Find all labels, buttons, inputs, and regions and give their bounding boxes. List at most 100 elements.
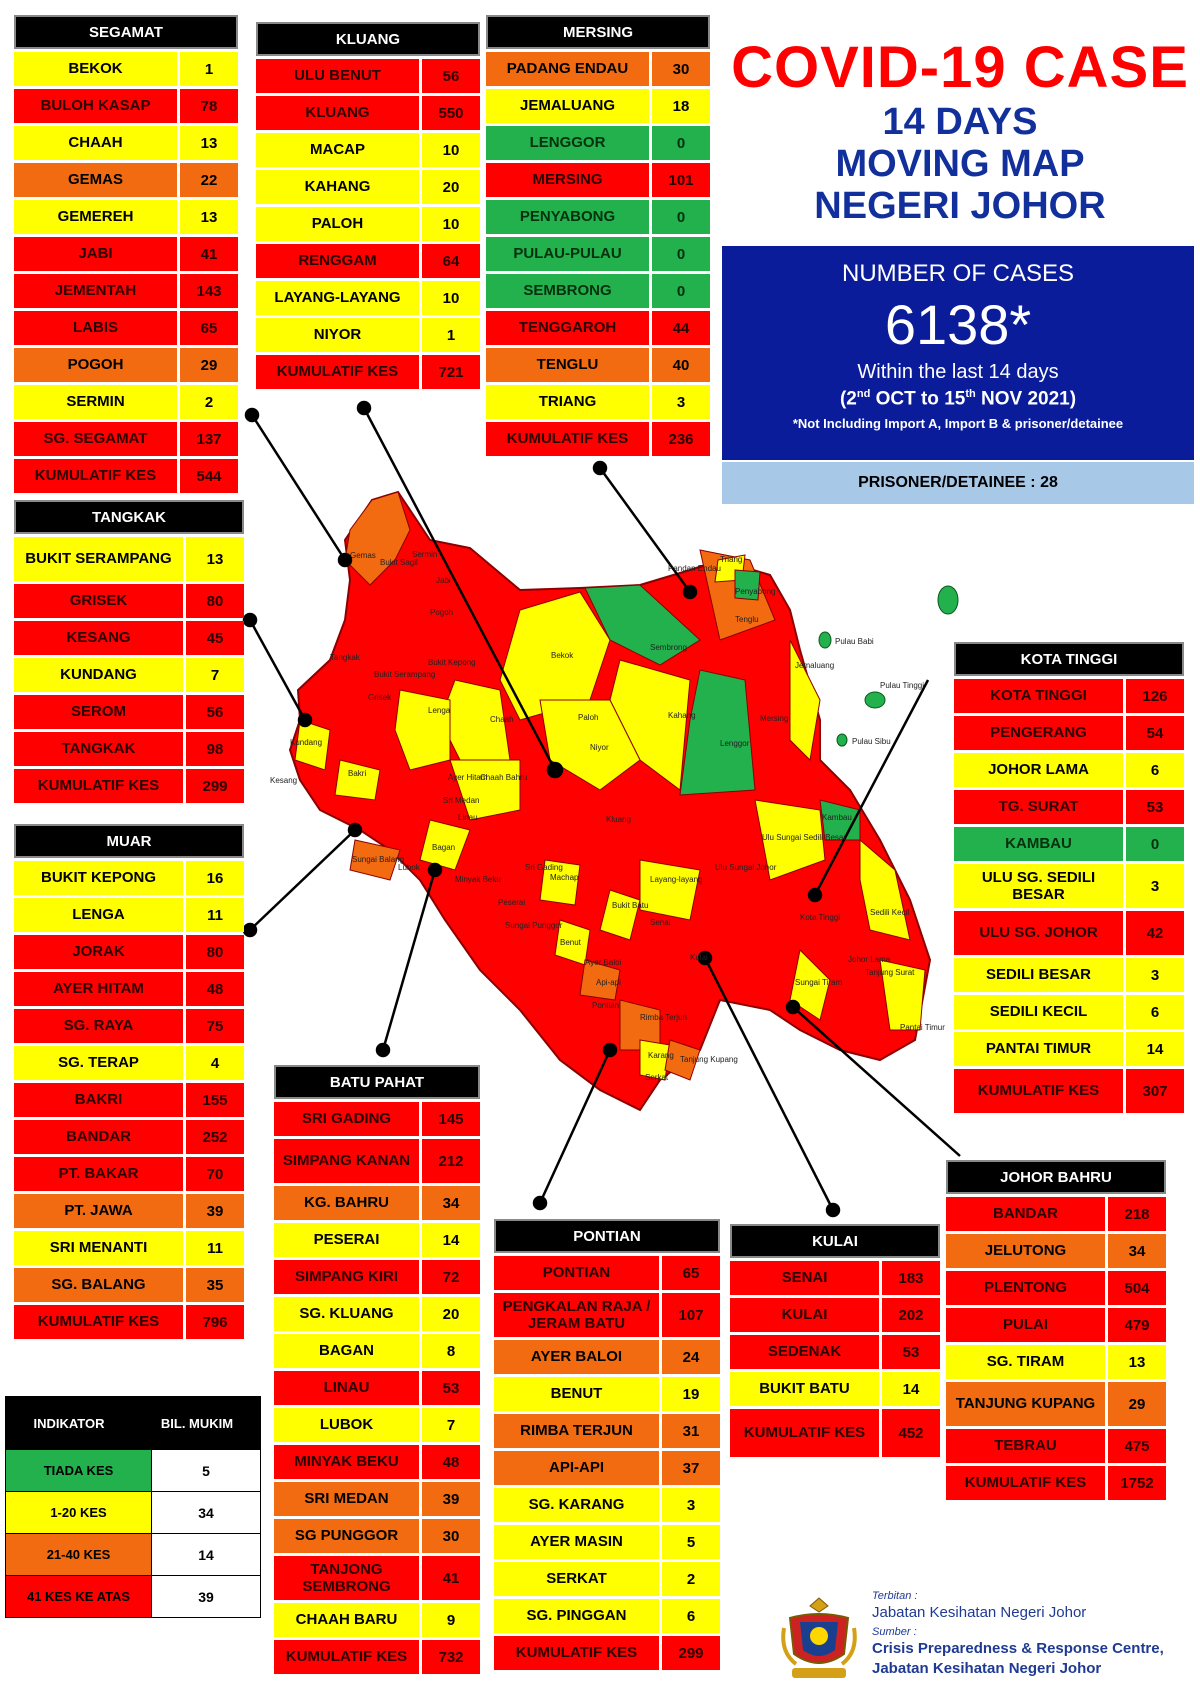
map-island-sibu [836, 733, 848, 747]
mukim-row: SG. TERAP 4 [14, 1046, 244, 1080]
svg-text:Pandan Endau: Pandan Endau [668, 564, 721, 573]
mukim-case-count: 1 [180, 52, 238, 86]
district-total-row: KUMULATIF KES 544 [14, 459, 238, 493]
mukim-case-count: 14 [1126, 1032, 1184, 1066]
mukim-row: PLENTONG 504 [946, 1271, 1166, 1305]
mukim-name: BAGAN [274, 1334, 419, 1368]
mukim-name: TENGLU [486, 348, 649, 382]
mukim-name: BULOH KASAP [14, 89, 177, 123]
mukim-row: SG. BALANG 35 [14, 1268, 244, 1302]
pointer-kulai [703, 957, 835, 1211]
mukim-case-count: 53 [422, 1371, 480, 1405]
svg-text:Mersing: Mersing [760, 714, 788, 723]
map-region-sungai-balang [349, 839, 401, 881]
mukim-row: PT. BAKAR 70 [14, 1157, 244, 1191]
mukim-name: LINAU [274, 1371, 419, 1405]
svg-text:Sungai Balang: Sungai Balang [352, 855, 404, 864]
mukim-name: AYER HITAM [14, 972, 183, 1006]
svg-text:Kesang: Kesang [270, 776, 297, 785]
svg-text:Ayer Hitam: Ayer Hitam [448, 773, 488, 782]
footer-source-line-1: Crisis Preparedness & Response Centre, [872, 1640, 1164, 1657]
mukim-case-count: 2 [180, 385, 238, 419]
mukim-case-count: 126 [1126, 679, 1184, 713]
table-kota-tinggi: KOTA TINGGI KOTA TINGGI 126 PENGERANG 54 JOHO… [954, 642, 1184, 1113]
mukim-name: SEDILI KECIL [954, 995, 1123, 1029]
mukim-case-count: 183 [882, 1261, 940, 1295]
mukim-case-count: 13 [180, 200, 238, 234]
indicator-label: 1-20 KES [6, 1492, 151, 1533]
mukim-name: TANGKAK [14, 732, 183, 766]
svg-text:Kambau: Kambau [822, 813, 852, 822]
mukim-name: PULAI [946, 1308, 1105, 1342]
mukim-name: SG. TIRAM [946, 1345, 1105, 1379]
mukim-name: PENGERANG [954, 716, 1123, 750]
map-region-chaah [439, 679, 511, 761]
mukim-case-count: 2 [662, 1562, 720, 1596]
mukim-name: TANJUNG KUPANG [946, 1382, 1105, 1426]
map-region-mersing-coast [699, 549, 776, 641]
svg-text:Lenggor: Lenggor [720, 739, 750, 748]
mukim-case-count: 4 [186, 1046, 244, 1080]
mukim-case-count: 45 [186, 621, 244, 655]
footer: Terbitan : Jabatan Kesihatan Negeri Joho… [780, 1588, 1200, 1688]
mukim-row: PENGERANG 54 [954, 716, 1184, 750]
mukim-row: ULU SG. JOHOR 42 [954, 911, 1184, 955]
mukim-name: TEBRAU [946, 1429, 1105, 1463]
mukim-row: POGOH 29 [14, 348, 238, 382]
mukim-row: SEDILI KECIL 6 [954, 995, 1184, 1029]
mukim-case-count: 3 [1126, 864, 1184, 908]
pointer-segamat [250, 414, 347, 561]
mukim-name: KAHANG [256, 170, 419, 204]
mukim-case-count: 31 [662, 1414, 720, 1448]
mukim-case-count: 41 [180, 237, 238, 271]
svg-text:Bakri: Bakri [348, 769, 366, 778]
mukim-case-count: 44 [652, 311, 710, 345]
mukim-name: SG. TERAP [14, 1046, 183, 1080]
svg-text:Layang-layang: Layang-layang [650, 875, 702, 884]
district-header: SEGAMAT [14, 15, 238, 49]
mukim-name: KUMULATIF KES [256, 355, 419, 389]
mukim-name: KOTA TINGGI [954, 679, 1123, 713]
mukim-case-count: 22 [180, 163, 238, 197]
mukim-row: LENGA 11 [14, 898, 244, 932]
mukim-case-count: 544 [180, 459, 238, 493]
table-muar: MUAR BUKIT KEPONG 16 LENGA 11 JORAK 80 AYER HIT… [14, 824, 244, 1339]
title-block: COVID-19 CASE 14 DAYS MOVING MAP NEGERI … [720, 34, 1200, 227]
prisoner-count: PRISONER/DETAINEE : 28 [722, 462, 1194, 504]
mukim-name: KESANG [14, 621, 183, 655]
mukim-name: SG. PINGGAN [494, 1599, 659, 1633]
mukim-case-count: 30 [652, 52, 710, 86]
svg-text:Niyor: Niyor [590, 743, 609, 752]
mukim-case-count: 53 [882, 1335, 940, 1369]
svg-text:Tangkak: Tangkak [330, 653, 361, 662]
mukim-case-count: 1752 [1108, 1466, 1166, 1500]
mukim-row: BUKIT SERAMPANG 13 [14, 537, 244, 581]
mukim-name: LENGGOR [486, 126, 649, 160]
mukim-name: ULU BENUT [256, 59, 419, 93]
map-region-machap [539, 859, 581, 906]
mukim-case-count: 37 [662, 1451, 720, 1485]
map-island-tinggi [864, 691, 886, 709]
indicator-row: 1-20 KES 34 [5, 1492, 261, 1534]
mukim-case-count: 65 [180, 311, 238, 345]
svg-text:Ulu Sungai Sedili Besar: Ulu Sungai Sedili Besar [762, 833, 846, 842]
mukim-name: RENGGAM [256, 244, 419, 278]
mukim-case-count: 98 [186, 732, 244, 766]
mukim-case-count: 34 [422, 1186, 480, 1220]
mukim-name: PANTAI TIMUR [954, 1032, 1123, 1066]
mukim-row: PADANG ENDAU 30 [486, 52, 710, 86]
mukim-name: PT. BAKAR [14, 1157, 183, 1191]
mukim-name: SERKAT [494, 1562, 659, 1596]
svg-text:Kota Tinggi: Kota Tinggi [800, 913, 840, 922]
mukim-name: PT. JAWA [14, 1194, 183, 1228]
mukim-row: BAGAN 8 [274, 1334, 480, 1368]
mukim-name: PALOH [256, 207, 419, 241]
mukim-name: JOHOR LAMA [954, 753, 1123, 787]
map-region-chaah-bahru [449, 759, 521, 821]
table-mersing: MERSING PADANG ENDAU 30 JEMALUANG 18 LENGGOR 0… [486, 15, 710, 456]
mukim-row: SIMPANG KIRI 72 [274, 1260, 480, 1294]
mukim-name: AYER MASIN [494, 1525, 659, 1559]
indicator-row: TIADA KES 5 [5, 1450, 261, 1492]
mukim-case-count: 0 [652, 200, 710, 234]
mukim-name: TG. SURAT [954, 790, 1123, 824]
